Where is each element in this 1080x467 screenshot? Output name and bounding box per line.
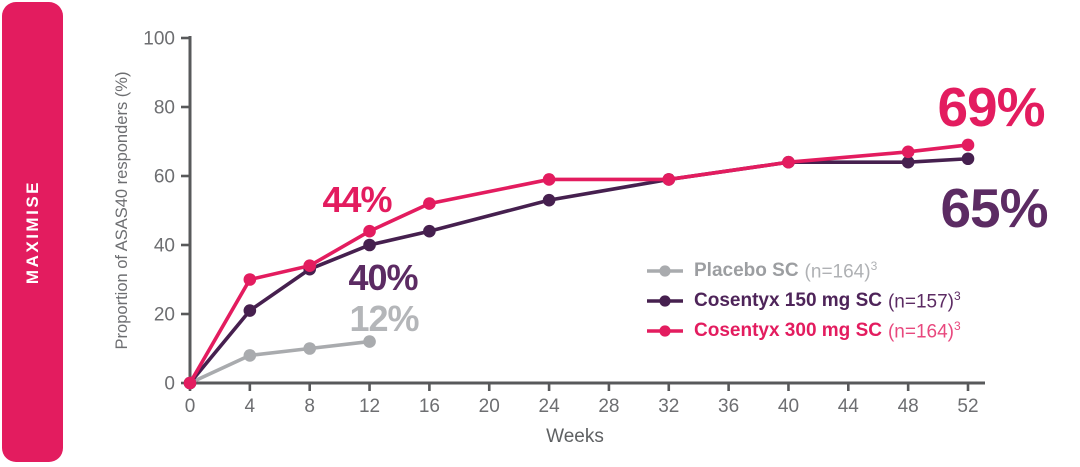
- y-tick-label: 40: [154, 236, 175, 257]
- x-tick-label: 8: [304, 396, 315, 417]
- data-point: [782, 155, 795, 169]
- data-point: [423, 224, 436, 238]
- y-tick-label: 0: [164, 374, 175, 395]
- x-tick-label: 32: [658, 396, 679, 417]
- data-point: [303, 342, 316, 355]
- data-label: 12%: [349, 298, 419, 339]
- x-tick-label: 20: [479, 396, 500, 417]
- legend-series-name: Cosentyx 300 mg SC: [694, 320, 882, 341]
- x-tick-label: 52: [957, 396, 978, 417]
- x-tick-label: 40: [778, 396, 799, 417]
- data-point: [243, 304, 257, 317]
- x-tick-label: 0: [185, 396, 196, 417]
- y-tick-label: 100: [143, 29, 175, 50]
- legend-series-name: Placebo SC: [694, 260, 799, 281]
- data-point: [363, 335, 376, 348]
- x-axis-title: Weeks: [546, 426, 604, 447]
- y-tick-label: 60: [154, 167, 175, 188]
- data-label: 69%: [937, 76, 1044, 138]
- series-line: [188, 156, 969, 385]
- data-label: 44%: [322, 179, 392, 220]
- y-tick-label: 20: [154, 305, 175, 326]
- data-point: [901, 155, 915, 169]
- legend-marker-line-dot-icon: [647, 295, 683, 307]
- maximise-banner: MAXIMISE: [2, 2, 63, 462]
- x-tick-label: 16: [419, 396, 440, 417]
- legend-marker-line-dot-icon: [647, 325, 683, 337]
- legend-series-name: Cosentyx 150 mg SC: [694, 290, 882, 311]
- data-point: [961, 152, 975, 166]
- data-point: [243, 349, 257, 362]
- legend-item-cosentyx-150: Cosentyx 150 mg SC (n=157)3: [646, 286, 961, 316]
- legend-series-n: (n=164)3: [887, 318, 961, 343]
- data-point: [363, 238, 376, 252]
- legend-item-cosentyx-300: Cosentyx 300 mg SC (n=164)3: [646, 316, 961, 346]
- legend-item-placebo: Placebo SC (n=164)3: [646, 256, 961, 286]
- legend-series-n: (n=157)3: [887, 288, 961, 313]
- data-label: 65%: [940, 177, 1047, 239]
- data-point: [243, 273, 257, 286]
- series-line: [189, 339, 370, 385]
- x-tick-label: 24: [539, 396, 561, 417]
- series-line: [188, 143, 969, 384]
- data-point: [303, 259, 316, 273]
- x-tick-label: 48: [898, 396, 919, 417]
- data-label: 40%: [348, 257, 418, 298]
- legend-series-n: (n=164)3: [804, 258, 878, 283]
- x-tick-label: 12: [359, 396, 380, 417]
- data-point: [363, 224, 376, 238]
- x-tick-label: 28: [598, 396, 619, 417]
- legend-marker-line-dot-icon: [647, 265, 683, 277]
- data-point: [901, 145, 915, 159]
- y-tick-label: 80: [154, 98, 175, 119]
- data-point: [542, 193, 556, 207]
- data-point: [183, 376, 197, 390]
- data-point: [662, 173, 676, 186]
- y-axis-title: Proportion of ASAS40 responders (%): [113, 72, 131, 350]
- chart-legend: Placebo SC (n=164)3 Cosentyx 150 mg SC (…: [646, 256, 961, 346]
- data-point: [423, 197, 436, 210]
- data-point: [961, 138, 975, 152]
- data-point: [542, 173, 556, 186]
- x-tick-label: 44: [838, 396, 860, 417]
- x-tick-label: 36: [718, 396, 739, 417]
- x-tick-label: 4: [245, 396, 256, 417]
